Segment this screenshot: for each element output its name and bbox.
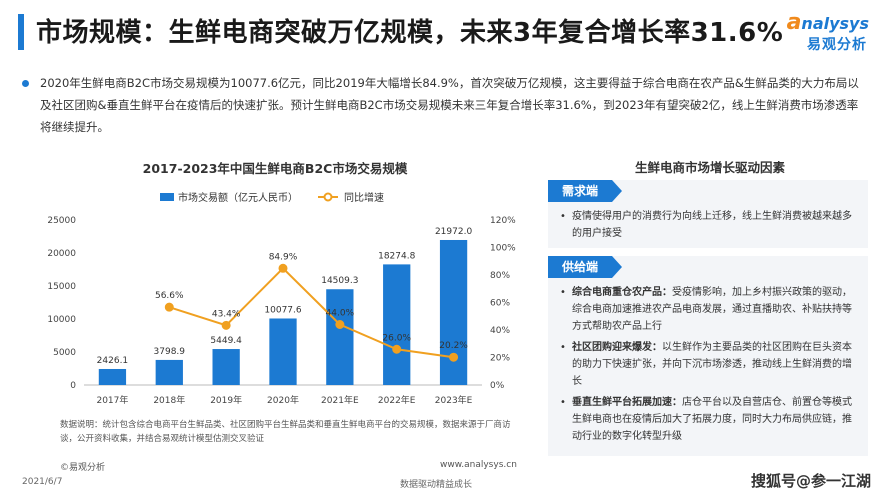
bar xyxy=(155,359,183,385)
bar-value-label: 21972.0 xyxy=(435,227,472,237)
market-size-chart: 市场交易额（亿元人民币） 同比增速 0 5000 10000 15000 20000 2500… xyxy=(47,191,516,406)
supply-item: 综合电商重仓农产品：受疫情影响，加上乡村振兴政策的驱动，综合电商加速推进农产品电… xyxy=(560,284,854,335)
bar xyxy=(439,239,468,385)
growth-value-label: 20.2% xyxy=(439,341,468,351)
y-left-tick-label: 5000 xyxy=(53,348,76,358)
y-left-tick-label: 15000 xyxy=(47,282,76,292)
bar-value-label: 14509.3 xyxy=(321,276,358,286)
supply-item: 垂直生鲜平台拓展加速：店仓平台以及自营店仓、前置仓等模式生鲜电商也在疫情后加大了… xyxy=(560,394,854,445)
footer-tagline: 数据驱动精益成长 xyxy=(400,480,473,490)
page-title: 市场规模：生鲜电商突破万亿规模，未来3年复合增长率31.6% xyxy=(36,18,784,48)
supply-panel: 供给端 综合电商重仓农产品：受疫情影响，加上乡村振兴政策的驱动，综合电商加速推进… xyxy=(548,256,868,456)
x-tick-label: 2022年E xyxy=(378,394,416,406)
demand-list: 疫情使得用户的消费行为向线上迁移，线上生鲜消费被越来越多的用户接受 xyxy=(560,208,854,246)
growth-point xyxy=(164,302,174,312)
bar xyxy=(98,368,127,385)
bar xyxy=(269,318,297,385)
x-tick-label: 2017年 xyxy=(96,394,128,406)
y-right-tick-label: 120% xyxy=(490,216,516,226)
y-right-tick-label: 40% xyxy=(490,326,510,336)
supply-list: 综合电商重仓农产品：受疫情影响，加上乡村振兴政策的驱动，综合电商加速推进农产品电… xyxy=(560,284,854,449)
y-left-tick-label: 25000 xyxy=(47,216,76,226)
legend-line-label: 同比增速 xyxy=(344,191,384,204)
growth-value-label: 56.6% xyxy=(155,291,184,301)
bar-value-label: 3798.9 xyxy=(154,347,186,357)
y-right-tick-label: 0% xyxy=(490,381,505,391)
supply-item: 社区团购迎来爆发：以生鲜作为主要品类的社区团购在巨头资本的助力下快速扩张，并向下… xyxy=(560,339,854,390)
growth-point xyxy=(392,344,402,354)
x-tick-label: 2020年 xyxy=(267,394,299,406)
bar-value-label: 2426.1 xyxy=(97,356,129,366)
demand-panel: 需求端 疫情使得用户的消费行为向线上迁移，线上生鲜消费被越来越多的用户接受 xyxy=(548,180,868,248)
legend-line-marker xyxy=(323,192,333,202)
y-left-tick-label: 10000 xyxy=(47,315,76,325)
analysys-logo: analysys 易观分析 xyxy=(773,10,869,56)
x-tick-label: 2019年 xyxy=(210,394,242,406)
intro-bullet-icon xyxy=(22,80,29,87)
drivers-title: 生鲜电商市场增长驱动因素 xyxy=(634,160,785,175)
legend-bar-swatch xyxy=(160,193,174,201)
growth-line xyxy=(168,266,454,359)
growth-value-label: 84.9% xyxy=(269,252,298,262)
demand-tag: 需求端 xyxy=(548,180,623,202)
bar xyxy=(383,264,411,385)
source-credit: ©易观分析 xyxy=(60,463,106,473)
bar xyxy=(212,349,240,385)
chart-title: 2017-2023年中国生鲜电商B2C市场交易规模 xyxy=(142,161,408,176)
demand-item: 疫情使得用户的消费行为向线上迁移，线上生鲜消费被越来越多的用户接受 xyxy=(560,208,854,242)
bar xyxy=(326,289,354,385)
intro-paragraph: 2020年生鲜电商B2C市场交易规模为10077.6亿元，同比2019年大幅增长… xyxy=(40,76,859,134)
data-note: 数据说明：统计包含综合电商平台生鲜品类、社区团购平台生鲜品类和垂直生鲜电商平台的… xyxy=(60,420,511,444)
growth-point xyxy=(449,352,459,362)
bar-value-label: 10077.6 xyxy=(264,305,301,315)
growth-value-label: 26.0% xyxy=(382,333,411,343)
logo-wordmark: analysys xyxy=(786,10,869,35)
growth-point xyxy=(221,320,231,330)
x-tick-label: 2018年 xyxy=(153,394,185,406)
legend-bar-label: 市场交易额（亿元人民币） xyxy=(178,191,298,204)
growth-value-label: 43.4% xyxy=(212,309,241,319)
sohu-watermark: 搜狐号@参一江湖 xyxy=(750,472,871,490)
growth-point xyxy=(335,320,345,329)
logo-chinese-name: 易观分析 xyxy=(807,37,867,53)
y-right-tick-label: 100% xyxy=(490,244,516,254)
x-tick-label: 2023年E xyxy=(435,394,473,406)
bar-value-label: 5449.4 xyxy=(210,336,242,346)
y-left-tick-label: 0 xyxy=(70,381,76,391)
supply-tag: 供给端 xyxy=(548,256,623,278)
title-accent-bar xyxy=(18,14,24,50)
bar-value-label: 18274.8 xyxy=(378,251,415,261)
growth-value-label: 44.0% xyxy=(326,309,355,319)
y-right-tick-label: 20% xyxy=(490,354,510,364)
report-date: 2021/6/7 xyxy=(22,477,63,487)
x-tick-label: 2021年E xyxy=(321,394,359,406)
y-right-tick-label: 60% xyxy=(490,299,510,309)
y-right-tick-label: 80% xyxy=(490,271,510,281)
source-url: www.analysys.cn xyxy=(440,460,517,470)
y-left-tick-label: 20000 xyxy=(47,249,76,259)
growth-point xyxy=(278,263,288,273)
